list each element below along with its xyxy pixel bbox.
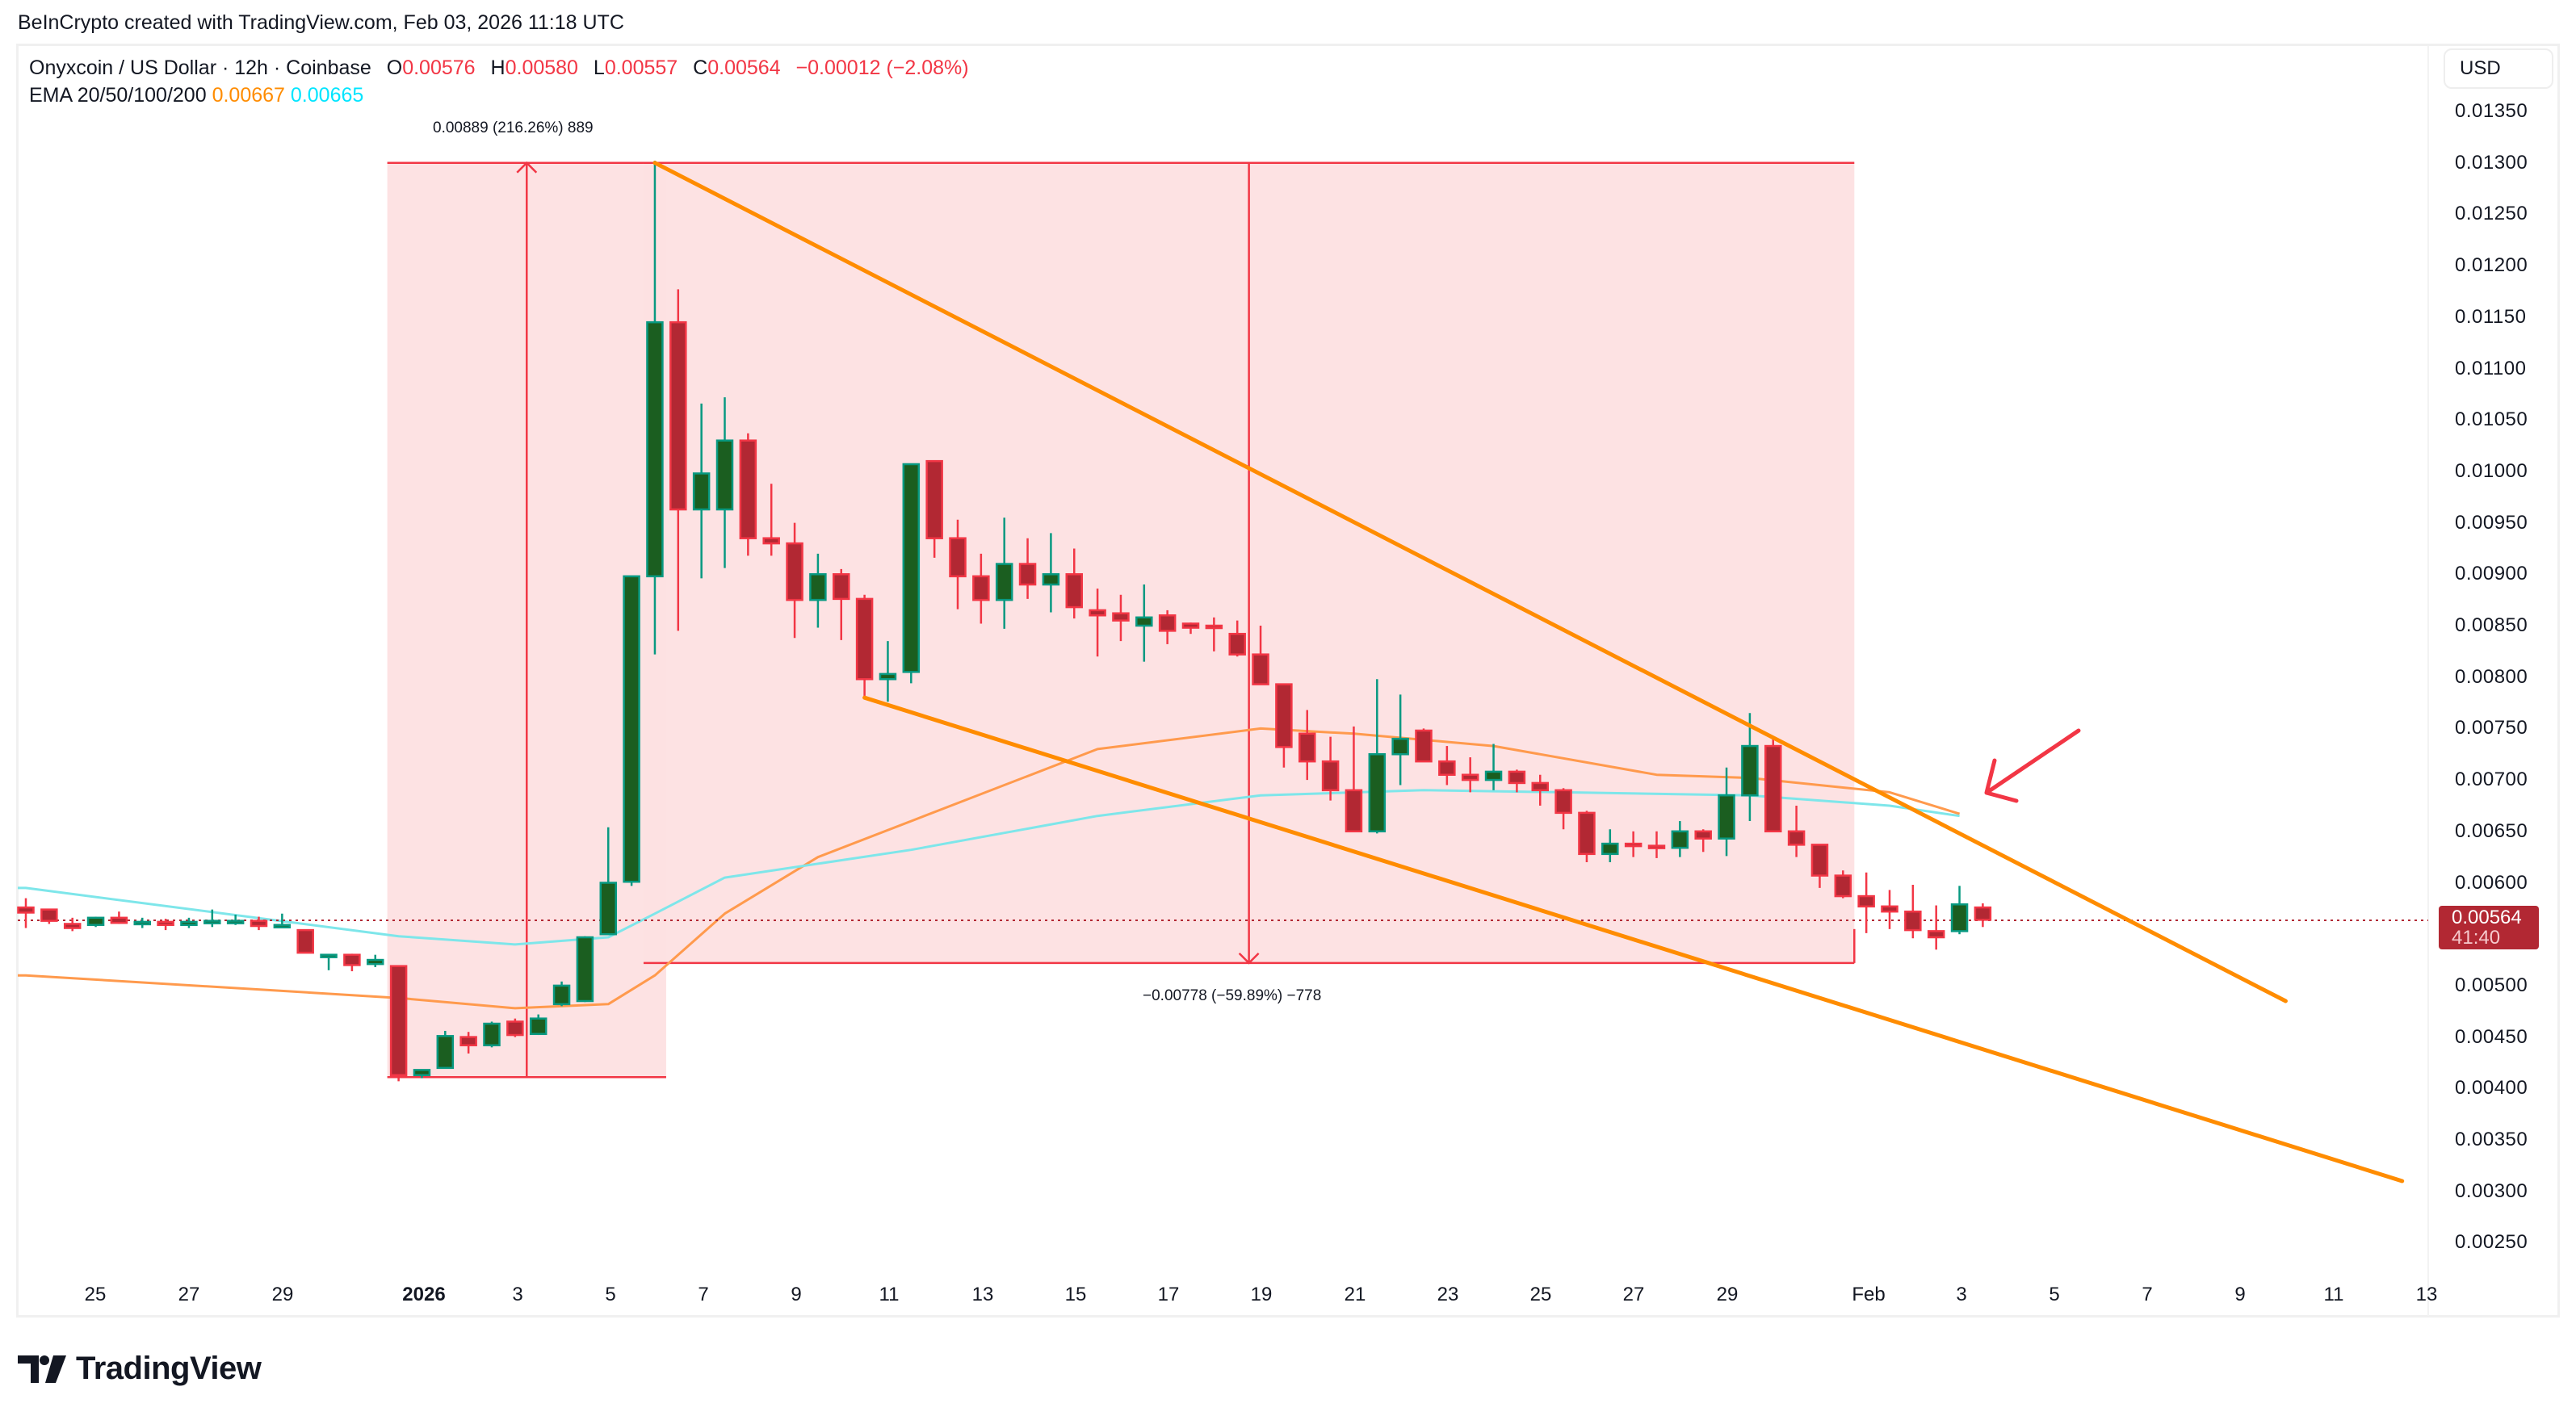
price-tick: 0.01200 — [2455, 254, 2528, 277]
time-tick: 17 — [1157, 1284, 1180, 1305]
trendline-lower-falling[interactable] — [862, 695, 2405, 1183]
price-tick: 0.00300 — [2455, 1179, 2528, 1202]
time-tick: Feb — [1852, 1284, 1886, 1305]
chart-credit: BeInCrypto created with TradingView.com,… — [18, 11, 624, 34]
price-tick: 0.01350 — [2455, 100, 2528, 122]
last-price-badge: 0.00564 41:40 — [2439, 906, 2539, 949]
tradingview-logo-icon — [18, 1355, 66, 1383]
price-tick: 0.00400 — [2455, 1077, 2528, 1100]
price-tick: 0.00800 — [2455, 665, 2528, 688]
symbol-legend: Onyxcoin / US Dollar · 12h · Coinbase O0… — [29, 57, 969, 79]
price-tick: 0.00650 — [2455, 819, 2528, 842]
bar-countdown: 41:40 — [2452, 927, 2501, 949]
time-tick: 5 — [2049, 1284, 2060, 1305]
price-tick: 0.00600 — [2455, 871, 2528, 894]
time-tick: 25 — [84, 1284, 107, 1305]
tradingview-logo[interactable]: TradingView — [18, 1351, 262, 1387]
annotation-arrow-icon — [1984, 728, 2081, 803]
price-tick: 0.00450 — [2455, 1025, 2528, 1048]
low-value: 0.00557 — [604, 57, 678, 79]
time-tick: 7 — [2142, 1284, 2153, 1305]
price-tick: 0.00950 — [2455, 511, 2528, 534]
trendline-upper-falling[interactable] — [652, 161, 2288, 1003]
time-tick: 21 — [1344, 1284, 1366, 1305]
high-value: 0.00580 — [505, 57, 578, 79]
time-tick: 5 — [605, 1284, 616, 1305]
ema-50-value: 0.00665 — [290, 84, 364, 107]
price-tick: 0.00350 — [2455, 1129, 2528, 1150]
ema-legend: EMA 20/50/100/200 0.00667 0.00665 — [29, 84, 363, 107]
time-tick: 7 — [698, 1284, 709, 1305]
symbol-name[interactable]: Onyxcoin / US Dollar · 12h · Coinbase — [29, 57, 371, 79]
candles — [17, 161, 1992, 1082]
time-tick: 29 — [1716, 1284, 1739, 1305]
time-tick: 11 — [879, 1284, 900, 1305]
price-tick: 0.01100 — [2455, 357, 2527, 379]
price-tick: 0.00500 — [2455, 974, 2528, 996]
time-tick: 27 — [178, 1284, 200, 1305]
time-tick: 19 — [1250, 1284, 1273, 1305]
price-tick: 0.00700 — [2455, 769, 2528, 791]
time-tick: 15 — [1064, 1284, 1087, 1305]
measure-down-label: −0.00778 (−59.89%) −778 — [1143, 987, 1322, 1004]
time-tick: 3 — [512, 1284, 523, 1305]
measure-boxes — [387, 161, 1856, 1079]
time-tick: 23 — [1437, 1284, 1459, 1305]
price-tick: 0.01250 — [2455, 203, 2528, 225]
price-tick: 0.00750 — [2455, 717, 2528, 739]
time-tick: 11 — [2323, 1284, 2344, 1305]
time-tick: 13 — [2415, 1284, 2438, 1305]
price-tick: 0.01300 — [2455, 151, 2528, 174]
time-tick: 9 — [791, 1284, 802, 1305]
time-tick: 27 — [1622, 1284, 1645, 1305]
ema-label[interactable]: EMA 20/50/100/200 — [29, 84, 207, 107]
price-tick: 0.01050 — [2455, 408, 2528, 431]
tradingview-wordmark: TradingView — [76, 1351, 262, 1386]
time-tick: 25 — [1529, 1284, 1552, 1305]
time-tick: 13 — [971, 1284, 994, 1305]
currency-button[interactable]: USD — [2444, 48, 2553, 89]
measure-up-label: 0.00889 (216.26%) 889 — [433, 119, 594, 136]
price-tick: 0.00250 — [2455, 1231, 2528, 1254]
price-tick: 0.00850 — [2455, 614, 2528, 636]
time-tick: 9 — [2234, 1284, 2246, 1305]
change-value: −0.00012 (−2.08%) — [795, 57, 969, 79]
ema-20-value: 0.00667 — [212, 84, 285, 107]
time-tick: 3 — [1956, 1284, 1967, 1305]
last-price: 0.00564 — [2452, 907, 2522, 928]
open-value: 0.00576 — [402, 57, 476, 79]
time-tick: 2026 — [402, 1284, 446, 1305]
ema-lines — [18, 727, 1961, 1010]
close-value: 0.00564 — [707, 57, 781, 79]
time-tick: 29 — [271, 1284, 294, 1305]
price-tick: 0.01000 — [2455, 459, 2528, 482]
trendlines[interactable] — [652, 161, 2405, 1183]
price-tick: 0.01150 — [2455, 305, 2527, 328]
price-tick: 0.00900 — [2455, 563, 2528, 585]
